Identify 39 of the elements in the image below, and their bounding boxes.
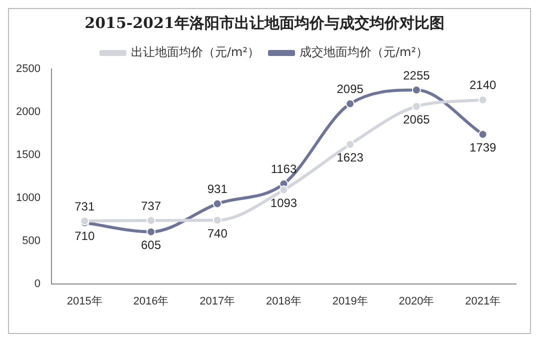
y-tick-label: 500 (22, 234, 40, 247)
y-tick-label: 2500 (16, 63, 40, 76)
data-label: 731 (74, 199, 95, 214)
point (412, 102, 421, 111)
data-label: 710 (74, 229, 95, 244)
point (146, 227, 156, 236)
point (346, 140, 355, 149)
x-tick-label: 2018年 (266, 295, 302, 308)
data-label: 2095 (336, 82, 364, 96)
x-tick-label: 2019年 (332, 295, 368, 308)
data-label: 2255 (403, 68, 430, 82)
x-tick-label: 2016年 (133, 295, 169, 308)
data-label: 2140 (469, 78, 496, 92)
x-tick-label: 2017年 (200, 295, 236, 308)
data-label: 1093 (270, 196, 298, 210)
x-tick-label: 2015年 (66, 295, 102, 308)
point (346, 99, 355, 108)
data-label: 931 (207, 182, 228, 196)
data-label: 605 (140, 238, 162, 252)
data-label: 2065 (403, 112, 430, 127)
data-label: 1623 (336, 150, 364, 165)
legend-label: 出让地面均价（元/m²） (130, 45, 260, 60)
data-label: 737 (140, 198, 162, 213)
data-label: 1739 (469, 140, 496, 155)
point (478, 95, 488, 104)
data-label: 1163 (270, 162, 297, 176)
y-tick-label: 1000 (16, 192, 40, 204)
point (212, 216, 222, 225)
point (279, 185, 288, 194)
point (212, 199, 222, 208)
data-label: 740 (207, 226, 228, 241)
y-tick-label: 1500 (16, 148, 40, 161)
x-tick-label: 2021年 (465, 295, 501, 308)
y-tick-label: 0 (34, 278, 40, 290)
point (478, 130, 488, 139)
chart-title: 2015-2021年洛阳市出让地面均价与成交均价对比图 (84, 14, 444, 32)
legend-label: 成交地面均价（元/m²） (300, 45, 428, 60)
y-tick-label: 2000 (16, 106, 40, 118)
x-tick-label: 2020年 (398, 295, 434, 308)
